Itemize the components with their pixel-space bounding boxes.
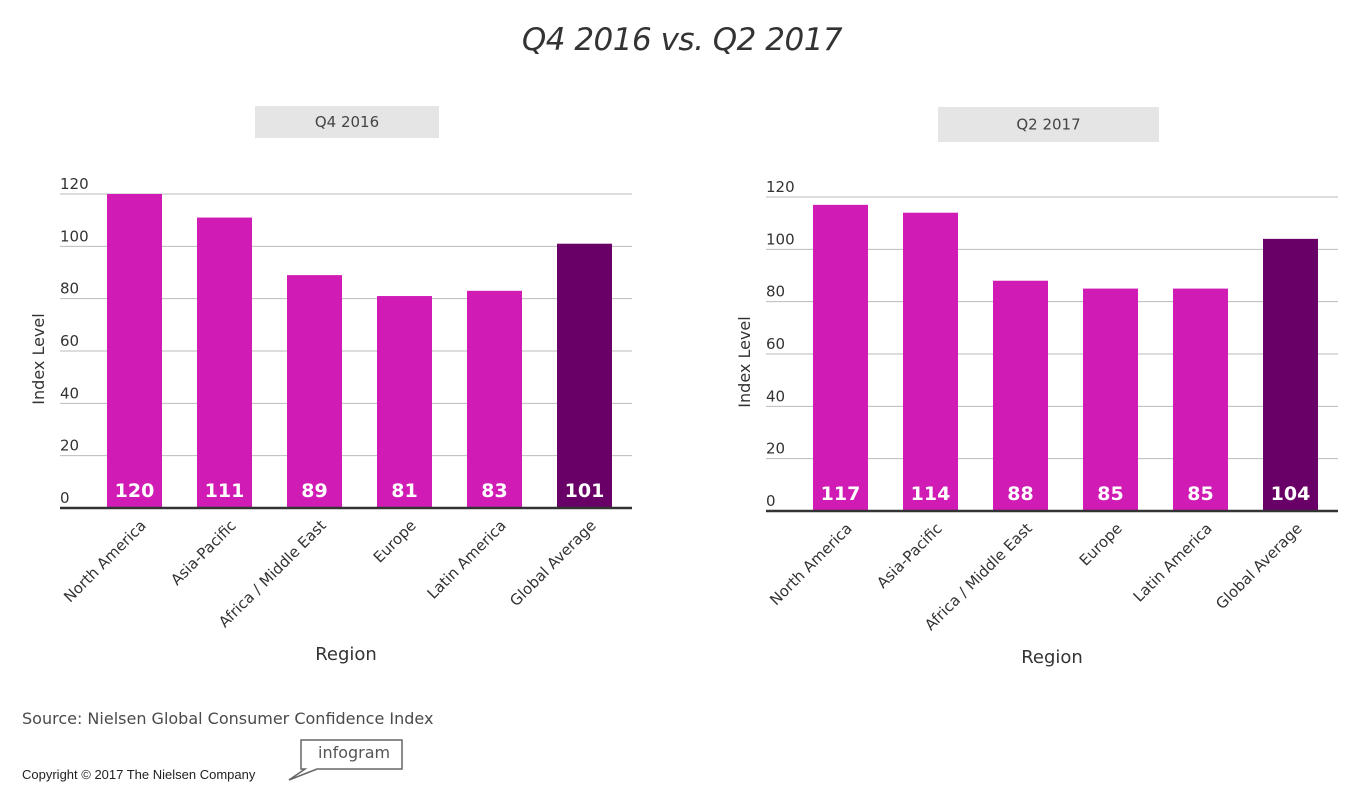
x-tick-label: Latin America bbox=[424, 516, 510, 602]
y-tick-label: 120 bbox=[60, 175, 89, 193]
bar-value-label: 117 bbox=[821, 483, 861, 505]
y-tick-label: 80 bbox=[60, 280, 79, 298]
infogram-logo-text: infogram bbox=[318, 743, 391, 762]
copyright-note: Copyright © 2017 The Nielsen Company bbox=[22, 767, 256, 782]
bar[interactable] bbox=[1083, 288, 1138, 511]
bar-value-label: 88 bbox=[1007, 483, 1033, 505]
bar-value-label: 111 bbox=[205, 480, 245, 502]
page-title: Q4 2016 vs. Q2 2017 bbox=[521, 22, 843, 58]
bar-value-label: 85 bbox=[1097, 483, 1123, 505]
bar[interactable] bbox=[287, 275, 342, 508]
bar[interactable] bbox=[813, 204, 868, 511]
bar[interactable] bbox=[903, 212, 958, 511]
chart-title: Q2 2017 bbox=[1016, 116, 1080, 134]
bar-value-label: 85 bbox=[1187, 483, 1213, 505]
x-tick-label: North America bbox=[766, 519, 856, 609]
bar-value-label: 114 bbox=[911, 483, 951, 505]
infogram-logo-icon[interactable] bbox=[287, 738, 407, 784]
y-tick-label: 100 bbox=[766, 230, 795, 248]
x-tick-label: Global Average bbox=[1212, 519, 1305, 612]
bar-value-label: 101 bbox=[565, 480, 605, 502]
x-tick-label: Global Average bbox=[506, 516, 599, 609]
y-axis-title: Index Level bbox=[29, 313, 48, 404]
bar-value-label: 120 bbox=[115, 480, 155, 502]
bar[interactable] bbox=[557, 243, 612, 508]
bar-value-label: 104 bbox=[1271, 483, 1311, 505]
bar[interactable] bbox=[107, 194, 162, 508]
x-axis-title: Region bbox=[315, 644, 377, 665]
y-tick-label: 0 bbox=[60, 489, 70, 507]
bar-value-label: 81 bbox=[391, 480, 417, 502]
chart-title-tab[interactable] bbox=[255, 106, 439, 138]
bar-value-label: 89 bbox=[301, 480, 327, 502]
bar[interactable] bbox=[993, 280, 1048, 511]
y-tick-label: 60 bbox=[766, 335, 785, 353]
y-tick-label: 80 bbox=[766, 283, 785, 301]
y-tick-label: 40 bbox=[766, 387, 785, 405]
y-tick-label: 20 bbox=[60, 437, 79, 455]
bar[interactable] bbox=[1173, 288, 1228, 511]
source-note: Source: Nielsen Global Consumer Confiden… bbox=[22, 709, 434, 728]
chart-title: Q4 2016 bbox=[315, 113, 379, 131]
bar[interactable] bbox=[1263, 238, 1318, 511]
x-tick-label: North America bbox=[60, 516, 150, 606]
chart-title-tab[interactable] bbox=[938, 107, 1159, 142]
bar[interactable] bbox=[377, 296, 432, 508]
x-tick-label: Asia-Pacific bbox=[873, 519, 946, 592]
y-tick-label: 40 bbox=[60, 384, 79, 402]
y-tick-label: 120 bbox=[766, 178, 795, 196]
x-tick-label: Asia-Pacific bbox=[167, 516, 240, 589]
y-tick-label: 20 bbox=[766, 440, 785, 458]
bar[interactable] bbox=[467, 290, 522, 508]
bar[interactable] bbox=[197, 217, 252, 509]
x-axis-title: Region bbox=[1021, 647, 1083, 668]
x-tick-label: Europe bbox=[370, 516, 420, 566]
x-tick-label: Europe bbox=[1076, 519, 1126, 569]
x-tick-label: Latin America bbox=[1130, 519, 1216, 605]
y-tick-label: 60 bbox=[60, 332, 79, 350]
bar-value-label: 83 bbox=[481, 480, 507, 502]
y-tick-label: 0 bbox=[766, 492, 776, 510]
y-tick-label: 100 bbox=[60, 227, 89, 245]
y-axis-title: Index Level bbox=[735, 316, 754, 407]
